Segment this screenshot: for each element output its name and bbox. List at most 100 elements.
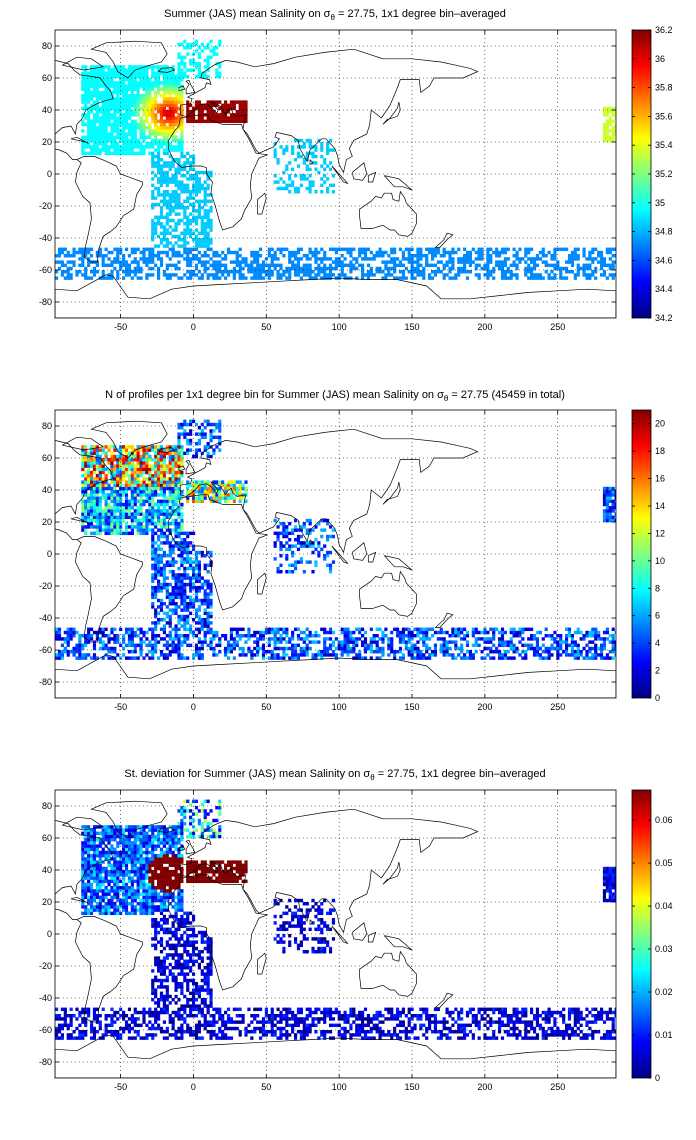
data-cell (226, 486, 231, 491)
data-cell (162, 270, 166, 274)
data-cell (209, 554, 213, 558)
data-cell (174, 129, 178, 133)
data-cell (457, 646, 461, 651)
data-cell (55, 637, 59, 641)
data-cell (148, 65, 152, 69)
data-cell (448, 266, 452, 271)
data-cell (611, 263, 615, 268)
data-cell (191, 218, 196, 223)
data-cell (92, 480, 97, 484)
data-cell (361, 270, 365, 274)
data-cell (139, 650, 143, 654)
data-cell (157, 480, 161, 484)
data-cell (416, 247, 420, 252)
data-cell (180, 595, 184, 600)
data-cell (419, 627, 423, 632)
data-cell (66, 266, 70, 271)
data-cell (480, 257, 484, 261)
data-cell (119, 151, 123, 156)
data-cell (98, 138, 102, 143)
data-cell (57, 656, 62, 660)
data-cell (104, 483, 108, 488)
data-cell (110, 103, 114, 108)
data-cell (142, 515, 146, 520)
data-cell (215, 270, 219, 274)
data-cell (81, 493, 85, 497)
data-cell (250, 653, 254, 657)
data-cell (101, 263, 105, 268)
colorbar-tick-label: 35.8 (655, 83, 673, 93)
data-cell (442, 643, 446, 648)
data-cell (191, 42, 196, 47)
data-cell (122, 65, 126, 69)
data-cell (177, 145, 181, 149)
data-cell (416, 630, 420, 635)
data-cell (89, 506, 94, 510)
data-cell (288, 563, 292, 568)
data-cell (605, 627, 609, 632)
data-cell (98, 525, 102, 529)
data-cell (605, 135, 609, 140)
data-cell (276, 531, 280, 536)
data-cell (177, 138, 181, 143)
data-cell (573, 247, 577, 252)
data-cell (197, 52, 201, 56)
data-cell (591, 260, 595, 264)
data-cell (465, 254, 470, 258)
data-cell (279, 247, 283, 252)
data-cell (113, 266, 117, 271)
data-cell (130, 518, 134, 523)
data-cell (127, 100, 132, 104)
data-cell (576, 247, 580, 252)
data-cell (84, 135, 88, 140)
data-cell (197, 656, 201, 660)
data-cell (180, 190, 184, 194)
data-cell (60, 270, 64, 274)
data-cell (489, 646, 493, 651)
data-cell (585, 653, 589, 657)
data-cell (171, 90, 175, 95)
data-cell (323, 637, 327, 641)
data-cell (165, 177, 169, 181)
data-cell (145, 486, 149, 491)
data-cell (142, 84, 146, 88)
data-cell (206, 480, 210, 484)
data-cell (124, 116, 129, 120)
data-cell (241, 486, 245, 491)
data-cell (378, 627, 382, 632)
data-cell (328, 161, 333, 165)
data-cell (186, 573, 190, 577)
data-cell (81, 106, 85, 111)
data-cell (355, 637, 359, 641)
data-cell (151, 225, 155, 229)
data-cell (582, 646, 586, 651)
data-cell (215, 653, 219, 657)
data-cell (113, 90, 117, 95)
data-cell (168, 247, 172, 252)
data-cell (148, 656, 152, 660)
data-cell (224, 499, 228, 504)
data-cell (518, 630, 522, 635)
data-cell (183, 598, 187, 603)
data-cell (107, 528, 111, 532)
data-cell (296, 528, 301, 532)
data-cell (349, 276, 353, 280)
data-cell (177, 260, 181, 264)
data-cell (282, 531, 286, 536)
data-cell (390, 637, 394, 641)
data-cell (157, 222, 161, 226)
data-cell (81, 145, 85, 149)
coastline (179, 48, 479, 174)
data-cell (124, 132, 129, 136)
data-cell (89, 110, 94, 114)
data-cell (608, 490, 612, 494)
data-cell (463, 627, 467, 632)
data-cell (203, 254, 207, 258)
data-cell (154, 515, 158, 520)
data-cell (602, 129, 607, 133)
data-cell (139, 531, 143, 536)
data-cell (72, 653, 76, 657)
data-cell (171, 646, 175, 651)
data-cell (416, 646, 420, 651)
